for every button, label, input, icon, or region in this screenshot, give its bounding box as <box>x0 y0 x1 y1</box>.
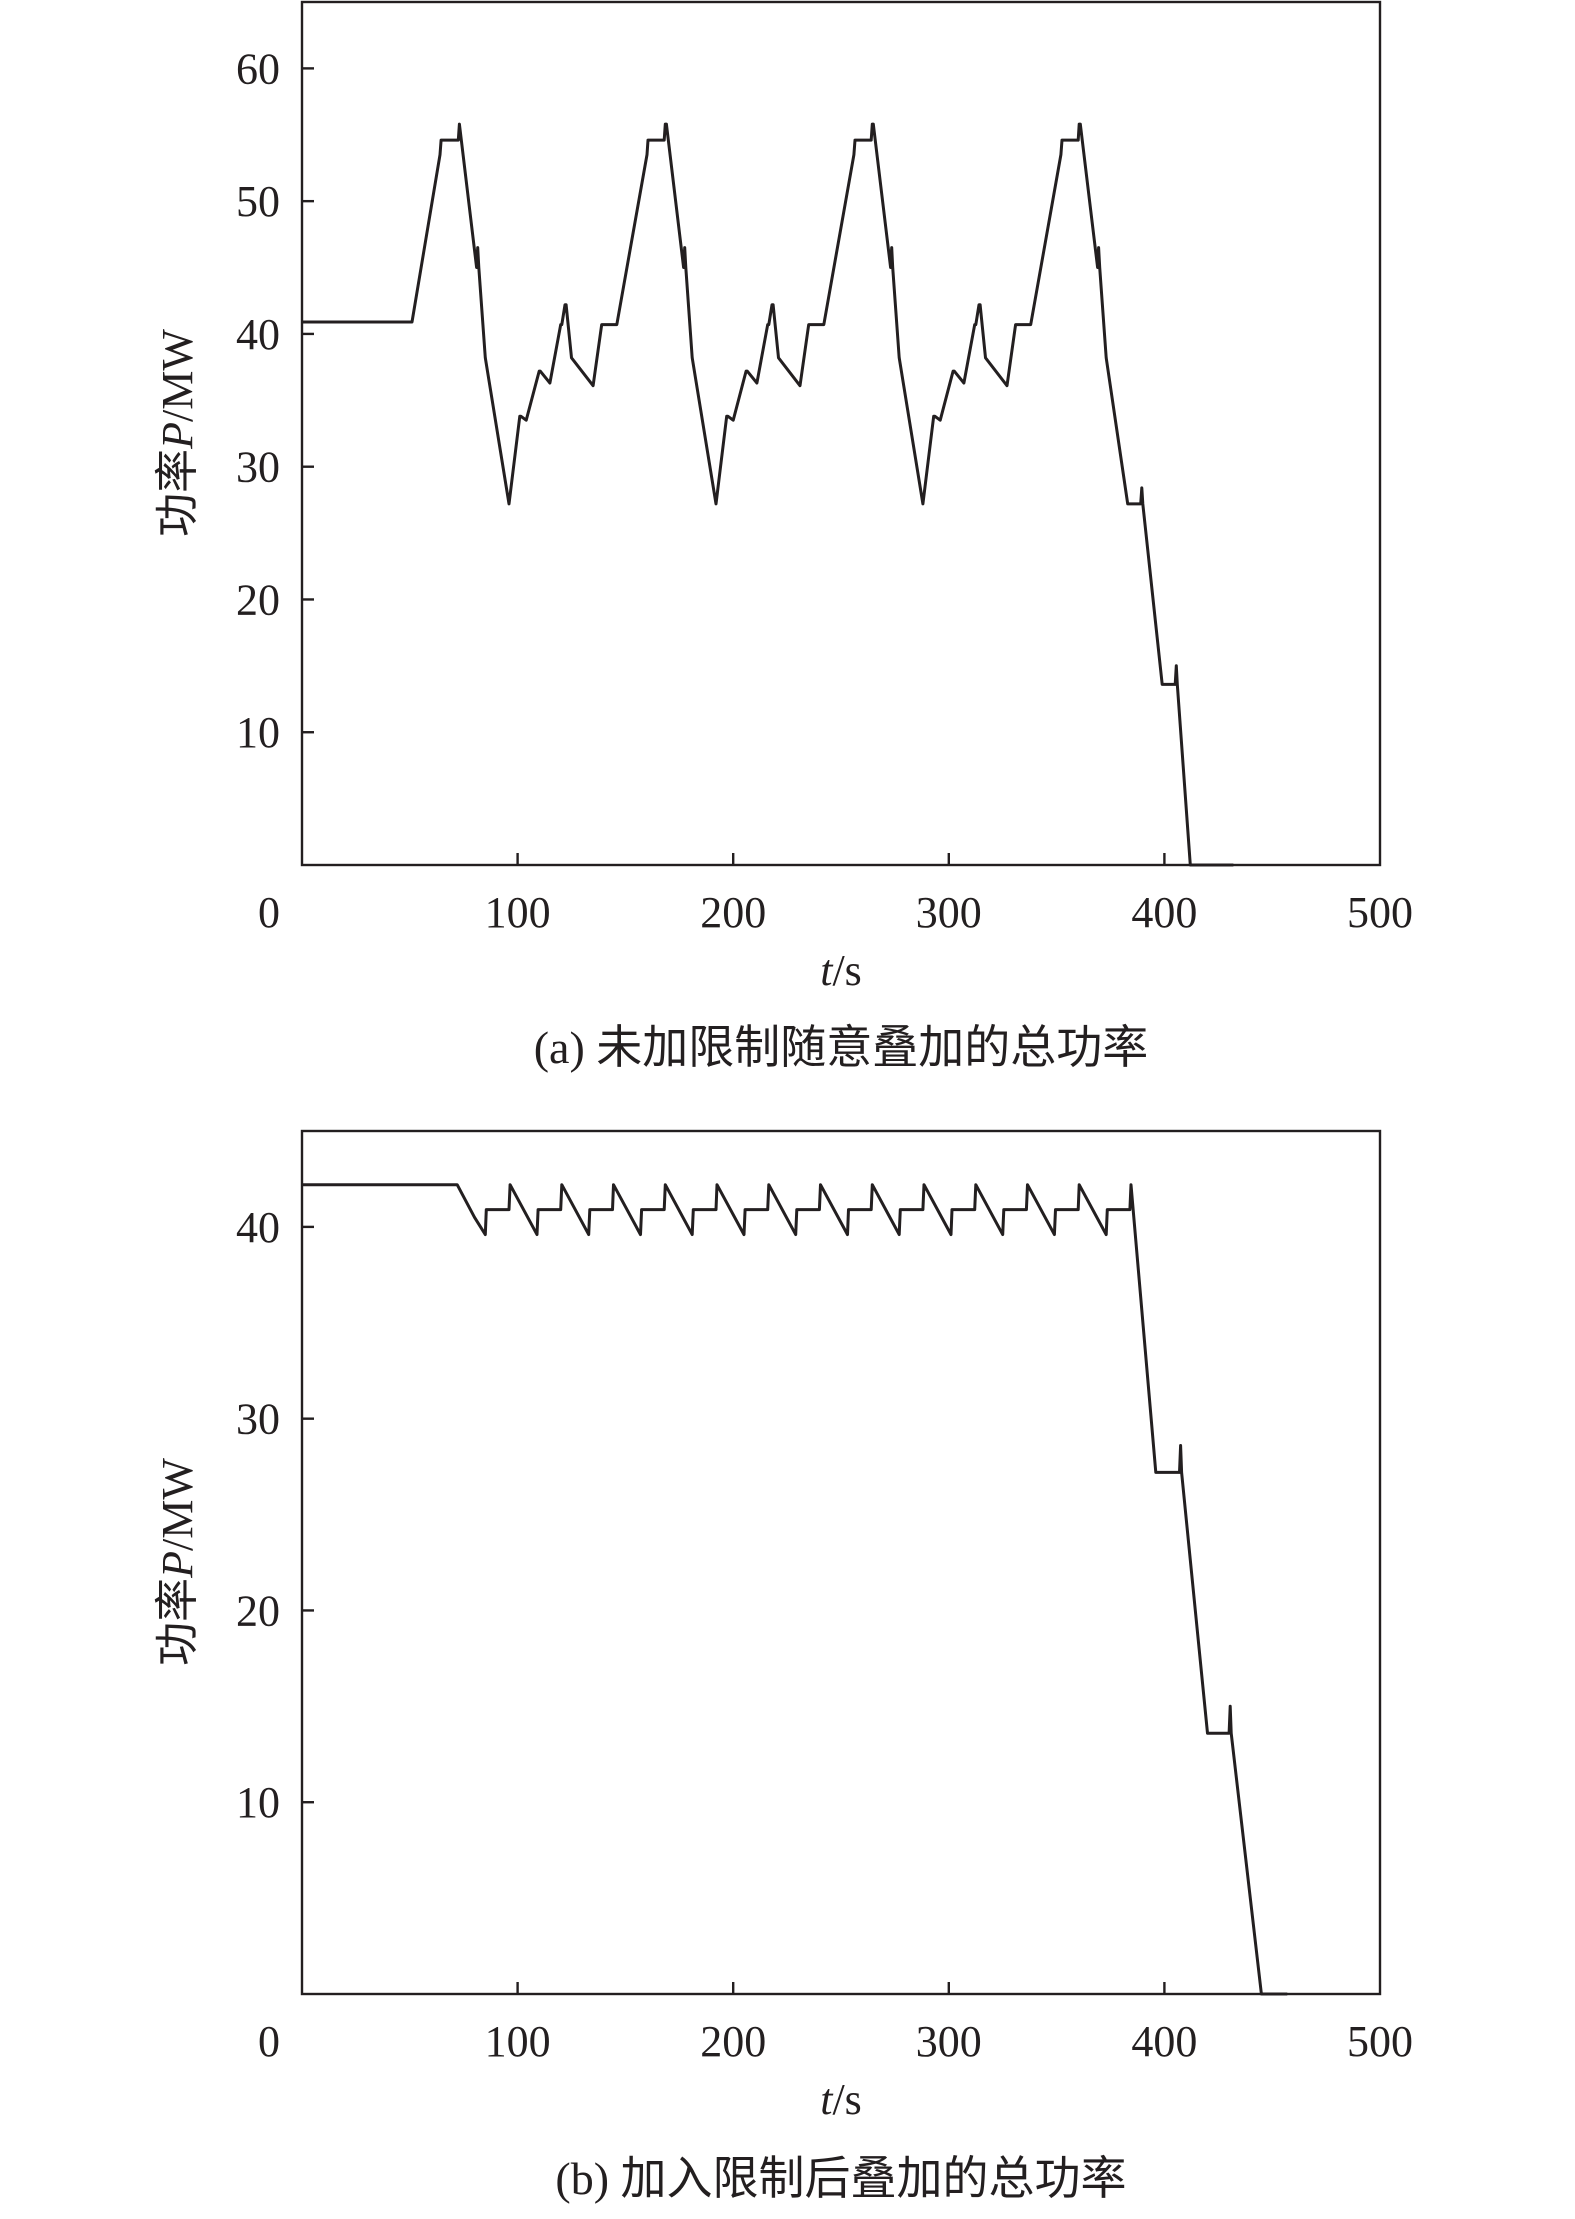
chart-b-ytick-label-40: 40 <box>236 1203 280 1252</box>
chart-a-caption: (a) 未加限制随意叠加的总功率 <box>534 1022 1149 1073</box>
chart-a-ylabel-text: 功率 <box>153 449 202 537</box>
chart-a-ytick-label-40: 40 <box>236 310 280 359</box>
chart-a-xtick-label-200: 200 <box>700 888 766 937</box>
chart-a-xtick-label-100: 100 <box>485 888 551 937</box>
chart-b-xtick-label-200: 200 <box>700 2017 766 2066</box>
chart-b: 100 200 300 400 500 0 10 20 30 40 功率P/MW t/s (b) … <box>153 1129 1413 2204</box>
chart-a-ytick-label-10: 10 <box>236 708 280 757</box>
chart-a-xlabel: t/s <box>820 946 862 995</box>
chart-b-caption: (b) 加入限制后叠加的总功率 <box>555 2153 1126 2204</box>
chart-b-xtick-label-500: 500 <box>1347 2017 1413 2066</box>
chart-b-ytick-label-10: 10 <box>236 1778 280 1827</box>
chart-a-xtick-label-400: 400 <box>1131 888 1197 937</box>
chart-a-xtick-label-300: 300 <box>916 888 982 937</box>
chart-b-frame <box>300 1129 1382 1996</box>
chart-a-xtick-label-500: 500 <box>1347 888 1413 937</box>
chart-b-ylabel-text: 功率 <box>153 1578 202 1666</box>
chart-b-ylabel-var: P <box>153 1551 202 1579</box>
chart-b-ylabel: 功率P/MW <box>153 1458 202 1666</box>
chart-a-ylabel-unit: /MW <box>153 329 202 422</box>
chart-b-xtick-label-100: 100 <box>485 2017 551 2066</box>
chart-a-ticks <box>302 67 1166 865</box>
chart-a-origin-label: 0 <box>258 888 280 937</box>
chart-a-series-line <box>302 122 1234 867</box>
chart-a-frame <box>300 0 1382 867</box>
chart-b-ytick-label-30: 30 <box>236 1395 280 1444</box>
chart-a-ylabel-var: P <box>153 422 202 450</box>
chart-b-ticks <box>302 1225 1166 1994</box>
chart-b-origin-label: 0 <box>258 2017 280 2066</box>
chart-a-xlabel-var: t <box>820 946 834 995</box>
chart-b-xtick-label-400: 400 <box>1131 2017 1197 2066</box>
chart-b-ylabel-unit: /MW <box>153 1458 202 1551</box>
chart-a-ytick-label-50: 50 <box>236 177 280 226</box>
chart-a-xlabel-unit: /s <box>832 946 861 995</box>
chart-a-ytick-label-30: 30 <box>236 443 280 492</box>
chart-b-xlabel-unit: /s <box>832 2075 861 2124</box>
chart-a-tick-labels: 100 200 300 400 500 0 10 20 30 40 50 60 <box>236 44 1413 937</box>
chart-b-tick-labels: 100 200 300 400 500 0 10 20 30 40 <box>236 1203 1413 2066</box>
chart-a-ylabel: 功率P/MW <box>153 329 202 537</box>
chart-b-series-line <box>302 1183 1288 1996</box>
chart-b-xlabel-var: t <box>820 2075 834 2124</box>
chart-b-xlabel: t/s <box>820 2075 862 2124</box>
chart-a-ytick-label-60: 60 <box>236 44 280 93</box>
chart-b-xtick-label-300: 300 <box>916 2017 982 2066</box>
chart-a-ytick-label-20: 20 <box>236 575 280 624</box>
chart-b-ytick-label-20: 20 <box>236 1586 280 1635</box>
